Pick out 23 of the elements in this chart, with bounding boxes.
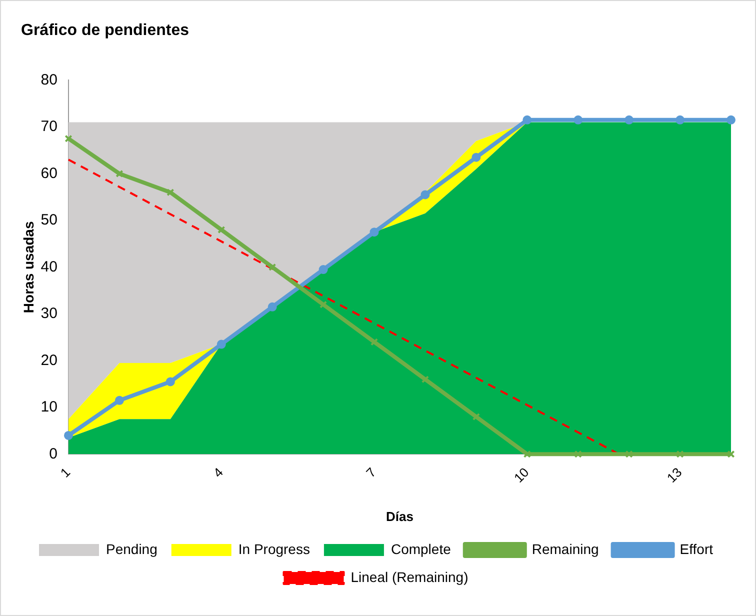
chart-title: Gráfico de pendientes	[21, 22, 190, 40]
x-tick-label: 7	[363, 464, 379, 480]
y-tick-label: 0	[49, 445, 58, 462]
y-tick-label: 70	[40, 118, 58, 136]
y-axis-title: Horas usadas	[20, 221, 36, 314]
y-tick-label: 80	[40, 71, 58, 88]
y-tick-label: 30	[40, 305, 58, 322]
y-tick-label: 60	[40, 164, 58, 182]
x-axis-title: Días	[386, 508, 414, 524]
x-tick-label: 4	[210, 464, 226, 480]
x-tick-label: 1	[57, 464, 74, 480]
legend-label: Remaining	[532, 540, 599, 557]
x-tick-label: 10	[510, 464, 532, 486]
y-tick-label: 50	[40, 212, 58, 229]
legend-label: In Progress	[238, 540, 310, 557]
legend-label: Complete	[390, 540, 452, 557]
legend-label: Pending	[106, 540, 158, 557]
legend-label: Lineal (Remaining)	[350, 568, 468, 585]
y-tick-label: 20	[40, 352, 58, 369]
legend-label: Effort	[680, 540, 714, 557]
x-tick-label: 13	[664, 464, 685, 486]
y-tick-label: 10	[40, 398, 58, 416]
y-tick-label: 40	[40, 258, 58, 276]
